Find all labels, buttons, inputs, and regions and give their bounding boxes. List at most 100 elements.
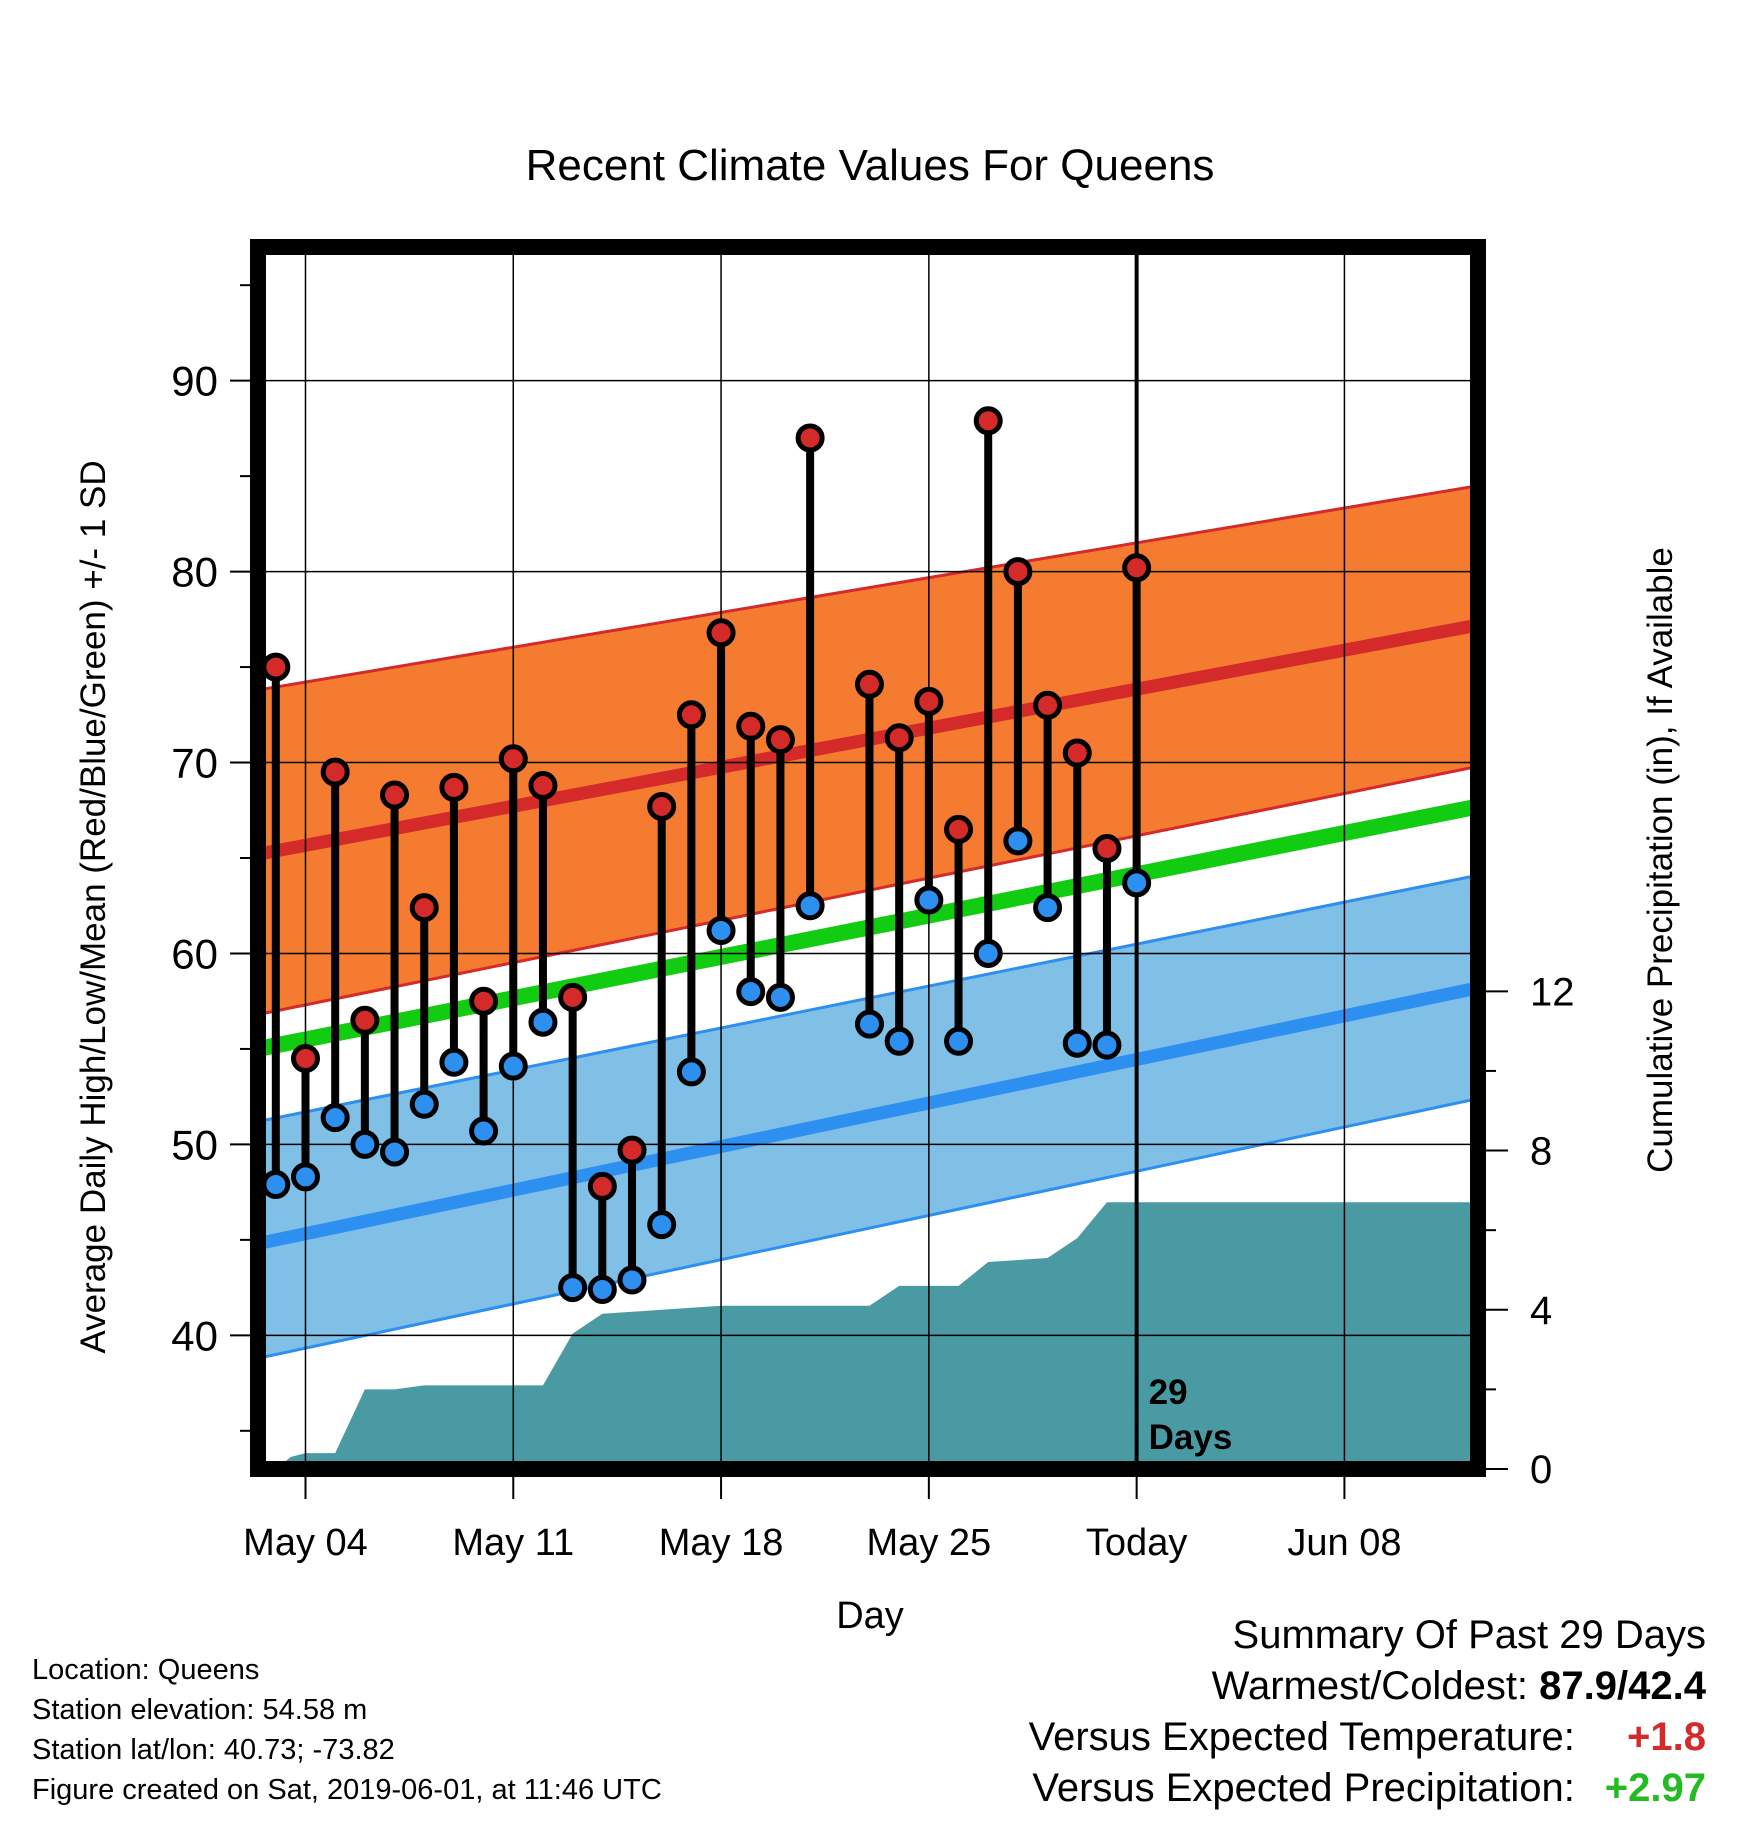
warm-cold-label: Warmest/Coldest:	[1211, 1664, 1529, 1708]
daily-high-point	[1062, 738, 1092, 768]
precip-anomaly-value: +2.97	[1604, 1766, 1706, 1810]
warm-cold-row: Warmest/Coldest: 87.9/42.4	[1029, 1661, 1706, 1712]
daily-low-point	[528, 1007, 558, 1037]
x-tick-label: Jun 08	[1287, 1522, 1401, 1564]
precip-anomaly-row: Versus Expected Precipitation: +2.97	[1029, 1763, 1706, 1814]
daily-high-point	[973, 406, 1003, 436]
y-tick-label: 90	[171, 358, 218, 405]
x-axis-label: Day	[836, 1595, 904, 1637]
daily-low-point	[1062, 1028, 1092, 1058]
daily-high-point	[736, 711, 766, 741]
daily-high-point	[320, 757, 350, 787]
summary-panel: Summary Of Past 29 Days Warmest/Coldest:…	[1029, 1610, 1706, 1814]
daily-low-point	[587, 1275, 617, 1305]
daily-high-point	[884, 723, 914, 753]
location-text: Location: Queens	[32, 1654, 260, 1686]
daily-low-point	[290, 1162, 320, 1192]
daily-high-point	[1122, 553, 1152, 583]
normal-high-upper-edge	[258, 484, 1478, 692]
daily-high-point	[795, 423, 825, 453]
y-tick-label: 80	[171, 549, 218, 596]
y-tick-label: 40	[171, 1312, 218, 1359]
y-tick-label: 70	[171, 740, 218, 787]
daily-low-point	[320, 1103, 350, 1133]
daily-high-point	[647, 791, 677, 821]
temp-anomaly-label: Versus Expected Temperature:	[1028, 1715, 1575, 1759]
daily-low-point	[795, 891, 825, 921]
y2-axis-label: Cumulative Precipitation (in), If Availa…	[1641, 547, 1680, 1173]
daily-low-point	[439, 1047, 469, 1077]
daily-low-point	[380, 1137, 410, 1167]
temp-anomaly-value: +1.8	[1627, 1715, 1706, 1759]
daily-low-point	[409, 1089, 439, 1119]
daily-high-point	[676, 700, 706, 730]
plot-frame	[250, 239, 1486, 1477]
daily-low-point	[706, 916, 736, 946]
daily-low-point	[350, 1129, 380, 1159]
daily-high-point	[854, 669, 884, 699]
daily-low-point	[973, 938, 1003, 968]
daily-low-point	[854, 1009, 884, 1039]
x-tick-label: May 11	[452, 1522, 574, 1564]
station-info: Location: Queens Station elevation: 54.5…	[32, 1650, 662, 1810]
daily-high-point	[380, 780, 410, 810]
daily-high-point	[706, 618, 736, 648]
x-tick-label: May 18	[659, 1522, 784, 1564]
x-tick-label: Today	[1086, 1522, 1187, 1564]
daily-high-point	[765, 725, 795, 755]
daily-high-point	[498, 744, 528, 774]
daily-high-point	[261, 652, 291, 682]
daily-low-point	[736, 977, 766, 1007]
daily-high-point	[1033, 690, 1063, 720]
daily-high-point	[944, 814, 974, 844]
daily-high-point	[587, 1171, 617, 1201]
today-days-count: 29	[1149, 1373, 1188, 1412]
y2-tick-label: 4	[1530, 1289, 1552, 1333]
plot-content: 29 Days	[258, 247, 1478, 1469]
daily-low-point	[558, 1273, 588, 1303]
daily-low-point	[676, 1057, 706, 1087]
daily-high-point	[290, 1043, 320, 1073]
x-tick-label: May 25	[867, 1522, 992, 1564]
daily-low-point	[469, 1116, 499, 1146]
y2-tick-label: 8	[1530, 1130, 1552, 1174]
y2-tick-label: 12	[1530, 970, 1575, 1014]
chart-title: Recent Climate Values For Queens	[526, 141, 1215, 190]
plot-area: 29 Days 40 50 60 70 80 90 0 4 8 12 May 04 May 11 May 1…	[171, 239, 1575, 1564]
daily-low-point	[261, 1170, 291, 1200]
daily-high-point	[558, 982, 588, 1012]
daily-low-point	[617, 1265, 647, 1295]
normal-low-line	[258, 981, 1478, 1251]
latlon-text: Station lat/lon: 40.73; -73.82	[32, 1734, 395, 1766]
precip-anomaly-label: Versus Expected Precipitation:	[1032, 1766, 1575, 1810]
warm-cold-value: 87.9/42.4	[1539, 1664, 1706, 1708]
daily-low-point	[765, 982, 795, 1012]
daily-high-point	[617, 1135, 647, 1165]
daily-high-point	[439, 772, 469, 802]
elevation-text: Station elevation: 54.58 m	[32, 1694, 368, 1726]
daily-high-point	[528, 770, 558, 800]
summary-heading: Summary Of Past 29 Days	[1232, 1613, 1706, 1657]
created-text: Figure created on Sat, 2019-06-01, at 11…	[32, 1774, 662, 1806]
y-tick-label: 60	[171, 930, 218, 977]
daily-low-point	[884, 1026, 914, 1056]
normal-low-lower-edge	[258, 1097, 1478, 1360]
daily-low-point	[1003, 826, 1033, 856]
daily-high-point	[1092, 833, 1122, 863]
daily-low-point	[1122, 868, 1152, 898]
daily-low-point	[914, 885, 944, 915]
daily-low-point	[647, 1210, 677, 1240]
daily-low-point	[944, 1026, 974, 1056]
today-days-label: Days	[1149, 1418, 1233, 1457]
x-tick-label: May 04	[243, 1522, 368, 1564]
y-axis-label: Average Daily High/Low/Mean (Red/Blue/Gr…	[74, 460, 113, 1353]
daily-high-point	[1003, 557, 1033, 587]
y2-tick-label: 0	[1530, 1448, 1552, 1492]
y-tick-label: 50	[171, 1121, 218, 1168]
daily-low-point	[498, 1051, 528, 1081]
daily-high-point	[350, 1005, 380, 1035]
daily-low-point	[1033, 893, 1063, 923]
daily-low-point	[1092, 1030, 1122, 1060]
daily-high-point	[469, 986, 499, 1016]
